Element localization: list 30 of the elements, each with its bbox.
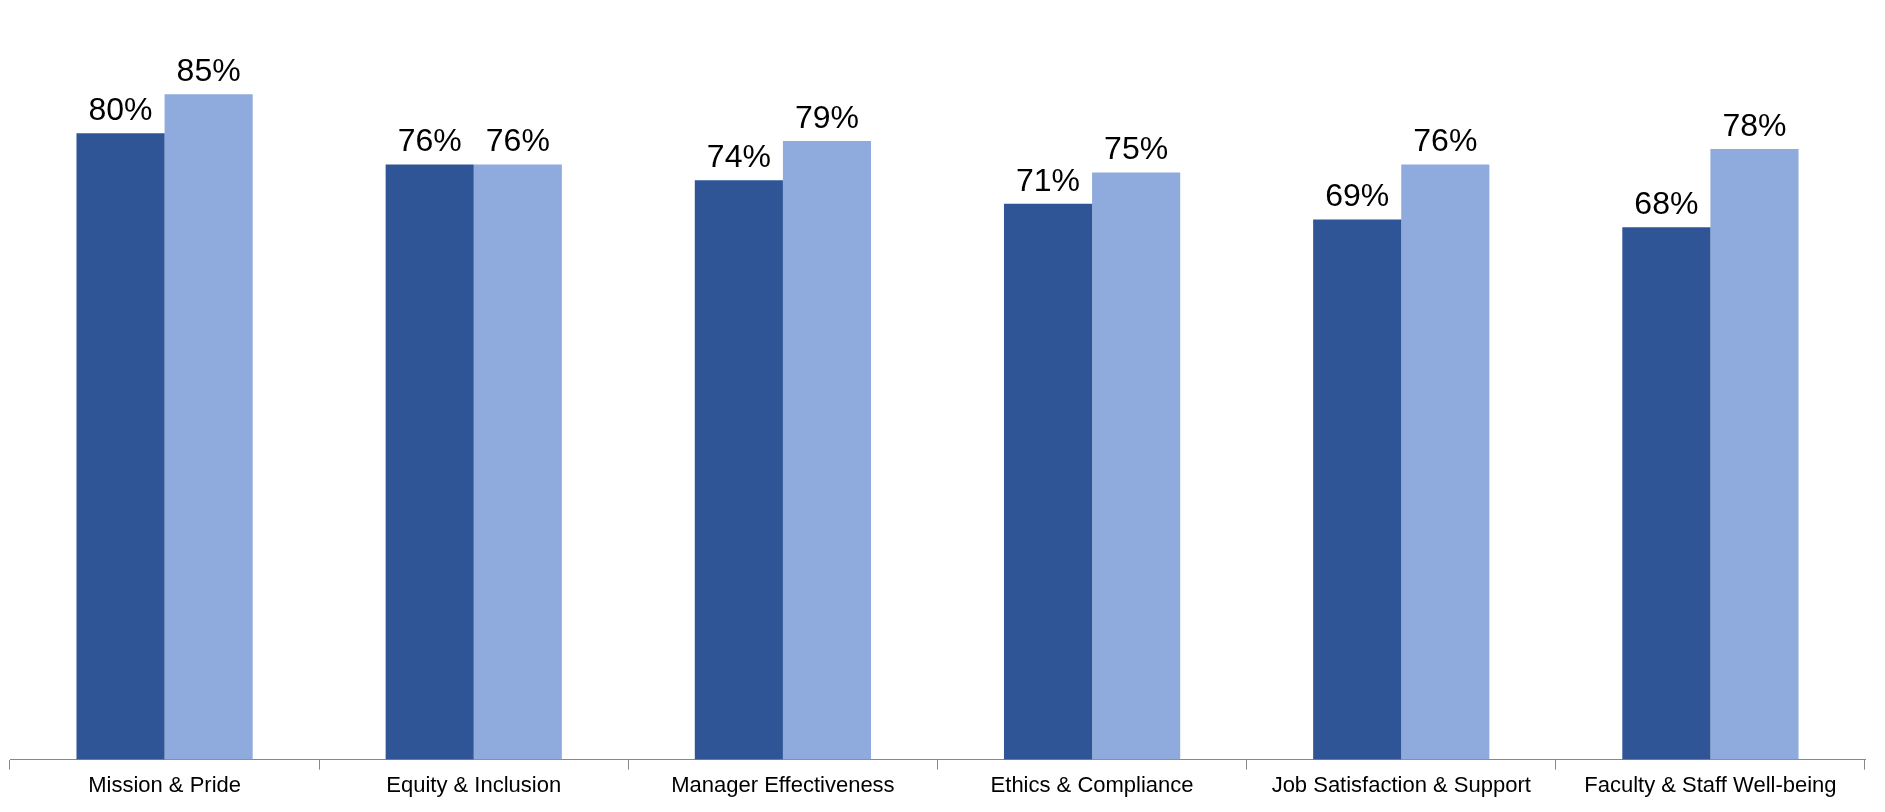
bar [1313,219,1402,760]
data-label: 80% [88,91,153,128]
x-tick-label: Job Satisfaction & Support [1271,771,1531,797]
data-label: 69% [1325,177,1390,214]
bar [164,94,253,760]
bar [1092,172,1181,760]
bar [76,133,165,760]
bar [1003,203,1093,760]
x-tick-label: Mission & Pride [88,771,242,797]
bar [1710,148,1799,760]
x-tick-label: Equity & Inclusion [386,771,562,797]
data-label: 79% [794,98,859,135]
data-label: 76% [397,122,462,159]
bar [694,180,783,760]
bar [1401,164,1490,760]
data-label: 76% [485,122,550,159]
x-tick-label: Faculty & Staff Well-being [1584,771,1837,797]
x-tick-label: Ethics & Compliance [990,771,1194,797]
data-label: 75% [1104,130,1169,167]
data-label: 74% [706,138,771,175]
data-label: 68% [1634,185,1699,222]
data-label: 76% [1413,122,1478,159]
data-label: 71% [1016,161,1081,198]
data-label: 78% [1722,106,1787,143]
bar [473,164,562,760]
bar [782,141,872,760]
bar [1622,227,1711,760]
data-label: 85% [176,51,241,88]
bar [385,164,474,760]
x-tick-label: Manager Effectiveness [671,771,895,797]
